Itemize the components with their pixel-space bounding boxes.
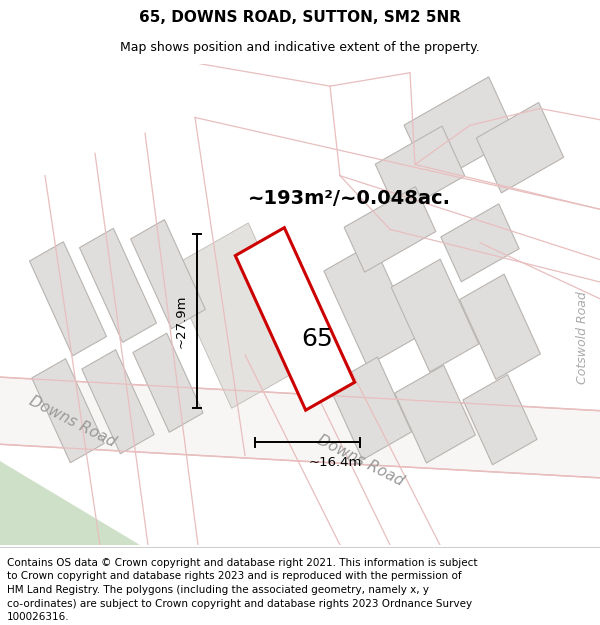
Polygon shape: [328, 357, 412, 460]
Polygon shape: [0, 461, 140, 545]
Polygon shape: [404, 77, 516, 185]
Text: Cotswold Road: Cotswold Road: [575, 292, 589, 384]
Polygon shape: [235, 228, 355, 410]
Polygon shape: [82, 350, 154, 454]
Polygon shape: [344, 187, 436, 272]
Polygon shape: [0, 377, 600, 478]
Text: ~193m²/~0.048ac.: ~193m²/~0.048ac.: [248, 189, 451, 208]
Polygon shape: [80, 228, 157, 342]
Polygon shape: [133, 333, 203, 432]
Polygon shape: [441, 204, 519, 282]
Polygon shape: [324, 243, 416, 366]
Polygon shape: [476, 102, 563, 193]
Polygon shape: [131, 219, 205, 329]
Text: 65: 65: [301, 327, 333, 351]
Text: Map shows position and indicative extent of the property.: Map shows position and indicative extent…: [120, 41, 480, 54]
Polygon shape: [460, 274, 541, 379]
Text: Contains OS data © Crown copyright and database right 2021. This information is : Contains OS data © Crown copyright and d…: [7, 558, 478, 622]
Text: 65, DOWNS ROAD, SUTTON, SM2 5NR: 65, DOWNS ROAD, SUTTON, SM2 5NR: [139, 11, 461, 26]
Polygon shape: [168, 223, 312, 408]
Polygon shape: [463, 374, 537, 465]
Text: ~27.9m: ~27.9m: [175, 294, 187, 348]
Polygon shape: [32, 359, 104, 462]
Text: Downs Road: Downs Road: [26, 394, 118, 450]
Polygon shape: [391, 259, 479, 372]
Text: Downs Road: Downs Road: [314, 432, 406, 489]
Text: ~16.4m: ~16.4m: [309, 456, 362, 469]
Polygon shape: [395, 365, 475, 463]
Polygon shape: [375, 126, 465, 214]
Polygon shape: [29, 242, 106, 356]
